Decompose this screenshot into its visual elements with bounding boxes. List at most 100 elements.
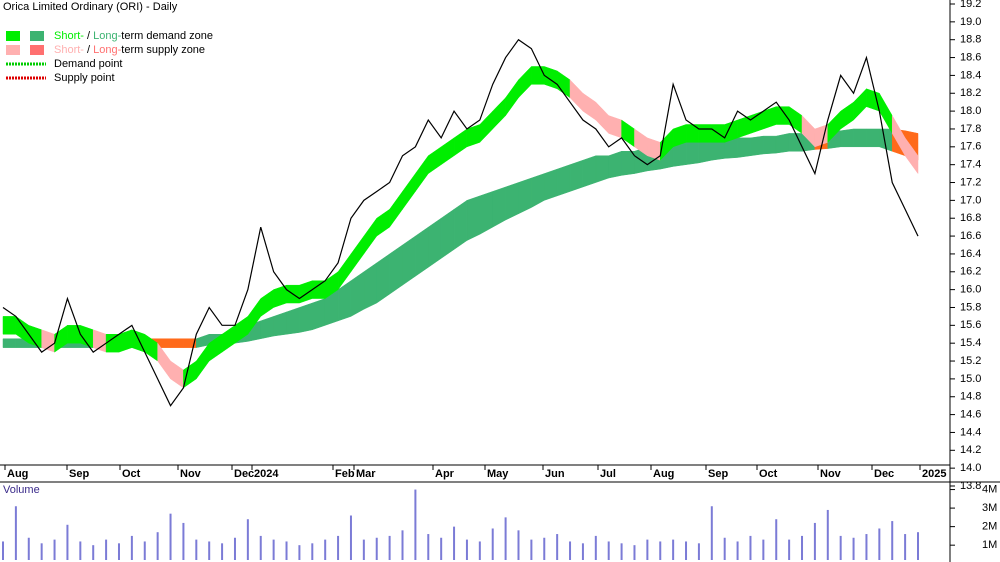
price-line (2, 38, 919, 407)
volume-bar (221, 543, 224, 560)
y-tick-label: 19.2 (960, 0, 981, 10)
volume-bar (685, 541, 688, 560)
x-tick-label: Dec (234, 468, 254, 480)
long-term-zone (582, 155, 597, 188)
legend-item: Short- / Long-term demand zone (6, 30, 213, 42)
volume-bar (723, 537, 726, 560)
volume-bar (272, 539, 275, 560)
volume-bar (324, 539, 327, 560)
long-term-zone (698, 142, 713, 164)
volume-bar (878, 528, 881, 560)
legend-label: Short- / Long-term demand zone (54, 30, 213, 42)
volume-bar (465, 539, 468, 560)
x-tick-label: 2024 (254, 468, 279, 480)
x-tick-label: Jul (600, 468, 616, 480)
volume-bar (852, 537, 855, 560)
short-term-zone (698, 124, 713, 143)
y-tick-label: 14.6 (960, 408, 981, 420)
volume-bar (414, 489, 417, 560)
volume-bar (826, 509, 829, 560)
x-tick-label: Nov (180, 468, 202, 480)
y-tick-label: 14.0 (960, 462, 981, 474)
volume-bar (14, 506, 17, 560)
long-term-zone (440, 208, 455, 259)
x-tick-label: Apr (435, 468, 455, 480)
legend-swatch (30, 31, 44, 41)
legend-swatch (30, 45, 44, 55)
volume-bar (53, 539, 56, 560)
long-term-zone (621, 151, 635, 176)
volume-bar (697, 543, 700, 560)
x-tick-label: Oct (122, 468, 141, 480)
y-tick-label: 14.4 (960, 426, 981, 438)
volume-bar (762, 539, 765, 560)
legend-text: Short- (54, 30, 84, 42)
long-term-zone (428, 217, 442, 268)
volume-bar (478, 541, 481, 560)
legend-text: Supply point (54, 72, 115, 84)
x-tick-label: Oct (759, 468, 778, 480)
volume-bar (633, 545, 636, 560)
long-term-zone (273, 311, 287, 337)
volume-bar (775, 519, 778, 560)
x-tick-label: Jun (545, 468, 565, 480)
volume-bar (659, 541, 662, 560)
y-tick-label: 16.0 (960, 284, 981, 296)
x-tick-label: Sep (69, 468, 89, 480)
volume-bar (285, 541, 288, 560)
legend-text: / (84, 30, 93, 42)
legend-text: / (84, 44, 93, 56)
volume-bar (40, 543, 43, 560)
x-tick-label: Feb (335, 468, 355, 480)
legend-swatch (6, 31, 20, 41)
volume-bar (607, 541, 610, 560)
x-tick-label: Sep (708, 468, 728, 480)
legend-text: Long- (93, 30, 121, 42)
volume-bar (233, 537, 236, 560)
chart-title: Orica Limited Ordinary (ORI) - Daily (3, 1, 178, 13)
y-tick-label: 15.6 (960, 319, 981, 331)
volume-bar (569, 541, 572, 560)
volume-bar (259, 535, 262, 560)
legend-text: Demand point (54, 58, 123, 70)
volume-bar (865, 534, 868, 560)
volume-bar (710, 506, 713, 560)
volume-bar (27, 537, 30, 560)
long-term-zone (2, 338, 17, 348)
long-term-zone (685, 142, 700, 165)
volume-bar (208, 541, 211, 560)
volume-bar (620, 543, 623, 560)
long-term-zone (853, 128, 867, 148)
y-tick-label: 16.2 (960, 266, 981, 278)
short-term-zone (904, 137, 919, 175)
volume-bar (749, 535, 752, 560)
y-tick-label: 18.4 (960, 69, 981, 81)
volume-bar (130, 535, 133, 560)
y-tick-label: 16.4 (960, 248, 981, 260)
y-tick-label: 17.0 (960, 194, 981, 206)
volume-bar (736, 541, 739, 560)
y-tick-label: 17.6 (960, 141, 981, 153)
volume-bar (105, 539, 108, 560)
x-tick-label: Dec (874, 468, 894, 480)
volume-bar (904, 534, 907, 560)
long-term-zone (544, 168, 558, 201)
long-term-zone (763, 135, 777, 155)
volume-bar (92, 545, 95, 560)
y-tick-label: 15.4 (960, 337, 981, 349)
long-term-zone (569, 159, 584, 192)
volume-bar (362, 539, 365, 560)
volume-tick-label: 3M (982, 502, 997, 514)
volume-bar (427, 534, 430, 560)
volume-bar (401, 530, 404, 560)
volume-bar (440, 537, 443, 560)
volume-tick-label: 2M (982, 521, 997, 533)
short-term-zone (105, 334, 120, 353)
y-tick-label: 13.8 (960, 480, 981, 492)
volume-bar (672, 539, 675, 560)
long-term-zone (775, 133, 790, 154)
volume-bar (156, 532, 159, 560)
long-term-zone (453, 199, 468, 250)
